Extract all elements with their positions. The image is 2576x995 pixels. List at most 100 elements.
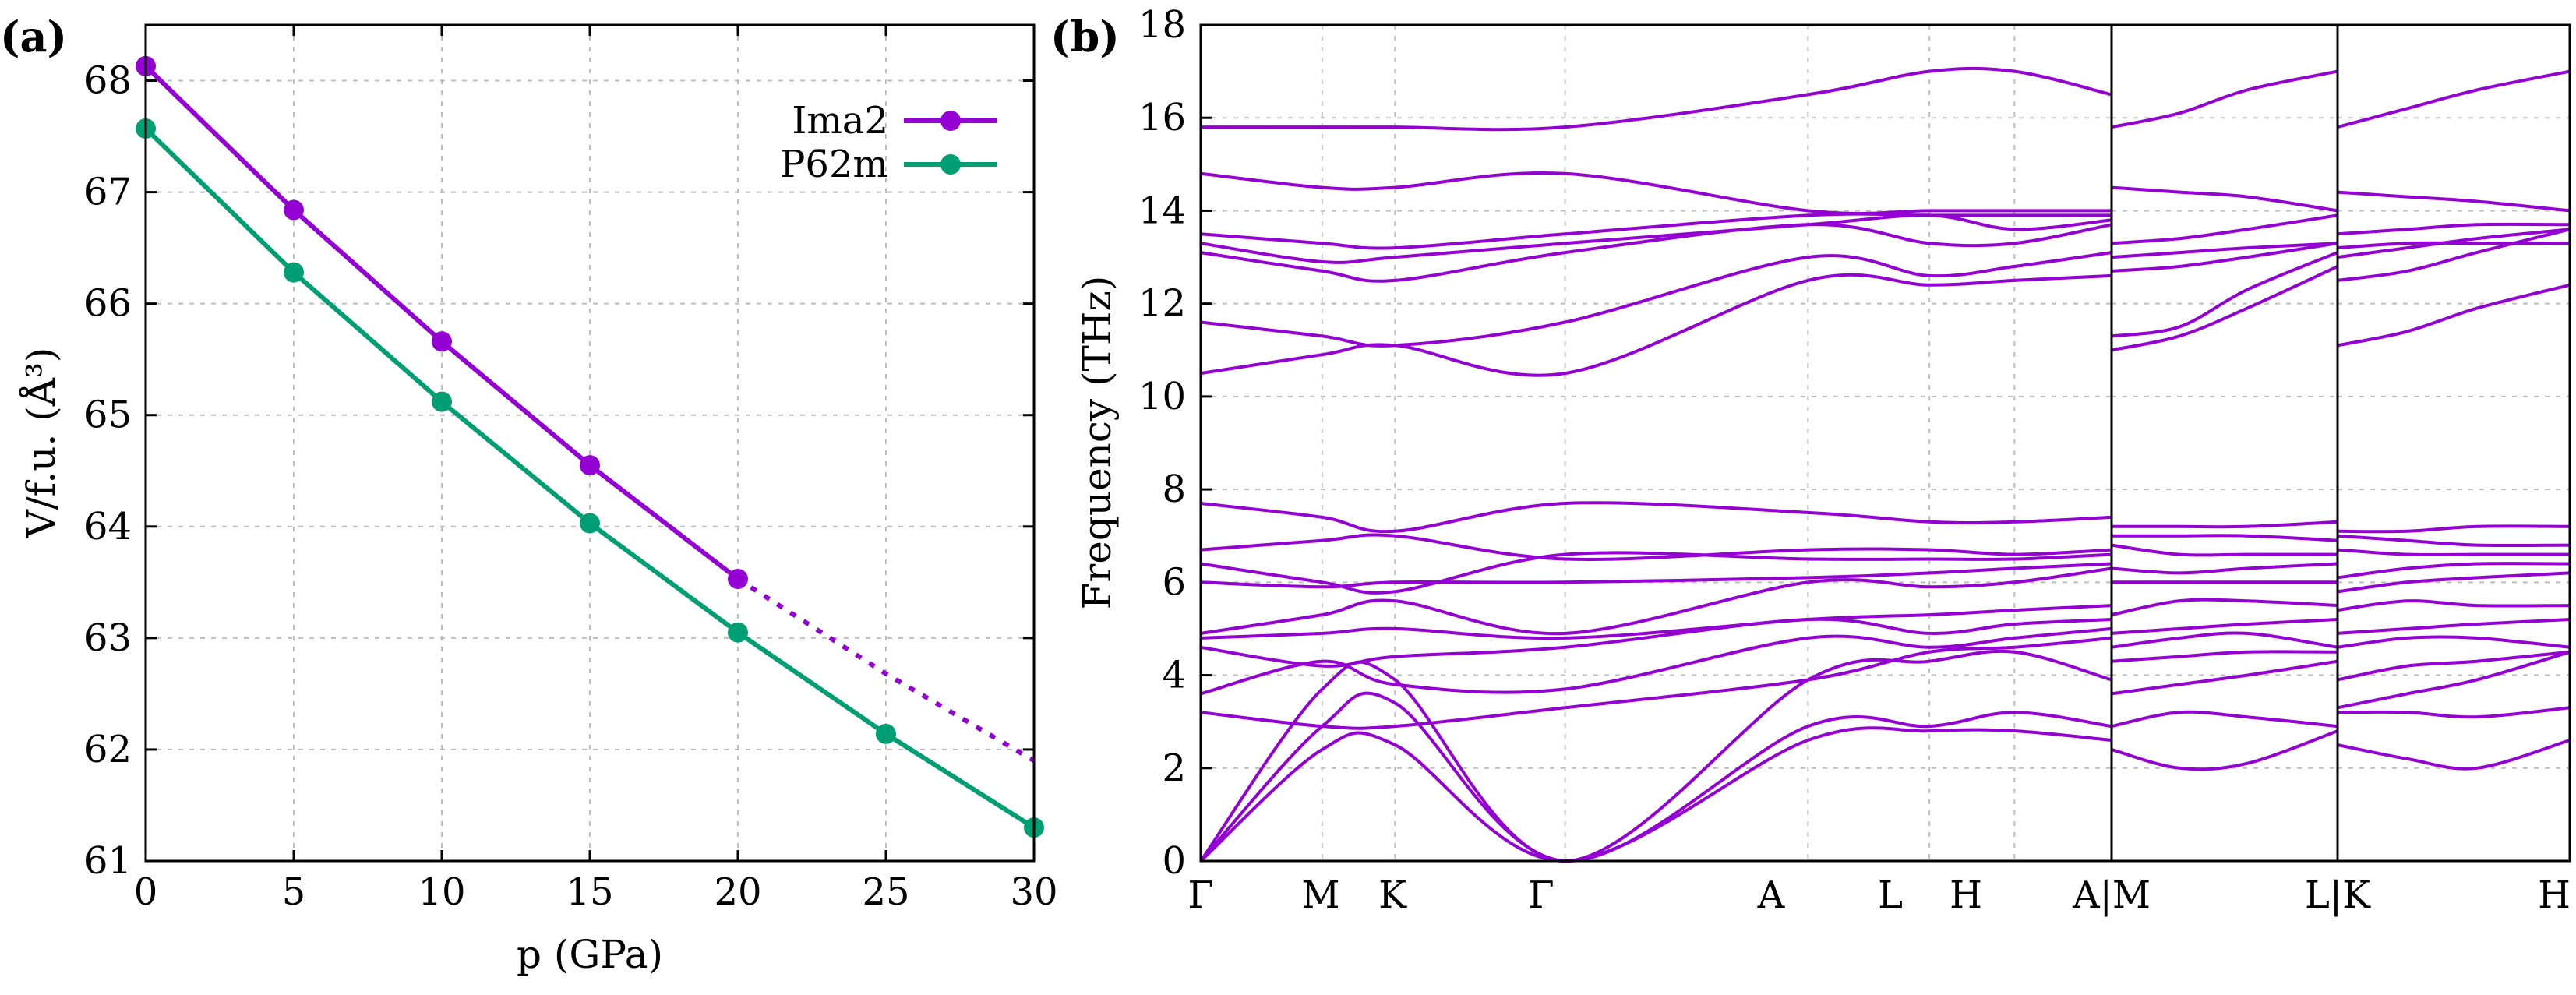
phonon-band [2111,185,2338,213]
panel-a-y-tick-label: 62 [84,728,132,771]
phonon-band [1200,171,2112,215]
legend-label-p62m: P6̄2m [780,143,888,186]
panel-a-legend: Ima2 P6̄2m [780,99,997,186]
phonon-band [1200,501,2112,534]
legend-label-ima2: Ima2 [792,99,888,143]
panel-b-y-tick-label: 18 [1138,3,1186,47]
panel-a-x-tick-label: 30 [1010,870,1057,914]
phonon-band [2337,739,2571,771]
phonon-band [2111,265,2338,352]
phonon-band [2337,650,2571,710]
phonon-band [1200,604,2112,640]
panel-a-label: (a) [0,12,67,62]
panel-b-k-labels: Γ M K Γ A L H A|M L|K H [1187,873,2571,917]
panel-b-y-ticks: 0 2 4 6 8 10 12 14 16 18 [1138,3,1212,883]
phonon-band [1199,726,2112,863]
panel-a-y-tick-label: 61 [84,839,132,883]
phonon-band [1200,533,2112,561]
phonon-band [1200,212,2112,250]
panel-a-grid [146,25,1034,862]
panel-a-y-tick-label: 63 [84,616,132,660]
phonon-band [2337,706,2571,719]
panel-a-x-tick-label: 5 [282,870,306,914]
phonon-band [2111,618,2338,635]
phonon-band [2337,190,2571,213]
phonon-band [1200,223,2112,283]
panel-a-x-tick-label: 0 [134,870,158,914]
panel-b-k-label: A [1757,873,1786,917]
panel-a-x-tick-label: 10 [418,870,465,914]
phonon-band [2337,524,2571,534]
panel-b-y-axis-label: Frequency (THz) [1075,276,1120,610]
legend-marker-ima2 [940,111,961,131]
ima2-data-point [432,331,452,352]
p62m-data-point [728,622,748,643]
phonon-band [2111,659,2338,696]
phonon-band [2111,598,2338,617]
phonon-band [2111,543,2338,557]
phonon-band [2111,710,2338,729]
phonon-band [2111,729,2338,771]
phonon-band [1199,649,2112,863]
phonon-band [1200,551,2112,595]
panel-b-label: (b) [1050,12,1120,62]
phonon-band [2337,548,2570,557]
panel-b-y-tick-label: 0 [1162,839,1186,883]
phonon-band [2112,520,2338,529]
panel-b-y-tick-label: 16 [1138,96,1186,139]
panel-b-grid [1201,24,2570,862]
phonon-band [2111,213,2338,245]
phonon-band [1200,617,2112,668]
panel-b-frame-3 [2336,23,2571,863]
phonon-band [2337,571,2571,594]
phonon-band [2337,562,2571,580]
panel-b-y-tick-label: 12 [1138,282,1186,326]
panel-b-k-label: H [2538,873,2571,917]
panel-b-k-label: M [1301,873,1339,917]
panel-b-k-label: L [1878,873,1903,917]
phonon-band [1199,691,2112,863]
panel-a-y-tick-label: 65 [84,393,132,437]
p62m-data-point [284,262,304,283]
phonon-band [1201,66,2112,132]
p62m-data-point [432,391,452,412]
panel-a-x-tick-label: 20 [714,870,761,914]
phonon-band [2337,599,2571,612]
panel-a-y-tick-label: 66 [84,282,132,326]
panel-b-y-tick-label: 4 [1162,654,1186,697]
phonon-band [1200,273,2112,377]
phonon-band [2337,618,2571,635]
phonon-band [2337,228,2571,282]
phonon-band [2337,69,2571,129]
panel-a-x-tick-label: 25 [862,870,909,914]
panel-b-k-label: H [1950,873,1982,917]
panel-b-bands [1199,66,2571,863]
p62m-data-point [876,723,896,744]
panel-a-y-axis-label: V/f.u. (Å³) [18,348,64,539]
phonon-band [2111,251,2338,338]
phonon-band [2111,242,2338,273]
phonon-band [2111,242,2338,259]
phonon-band [2111,562,2338,575]
p62m-data-point [580,513,600,534]
phonon-band [1200,566,2112,636]
panel-b-y-tick-label: 6 [1162,560,1186,604]
phonon-band [1200,626,2112,696]
phonon-band [2111,650,2338,663]
phonon-band [2337,635,2571,649]
panel-a-y-ticks: 61 62 63 64 65 66 67 68 [84,59,1034,883]
panel-b-k-label: L|K [2305,873,2371,917]
phonon-band [2337,650,2571,682]
panel-a-series [136,55,1044,838]
phonon-band [1200,251,2112,348]
panel-b-frame-1 [1199,23,2113,863]
panel-a-frame [144,23,1036,863]
ima2-data-point [580,455,600,476]
phonon-band [2337,534,2571,548]
phonon-band [2111,69,2338,129]
phonon-band [2111,631,2338,649]
panel-b-frames [1199,23,2571,863]
phonon-band [1200,562,2112,589]
panel-b-k-label: Γ [1528,873,1554,917]
phonon-band [1200,636,2112,730]
